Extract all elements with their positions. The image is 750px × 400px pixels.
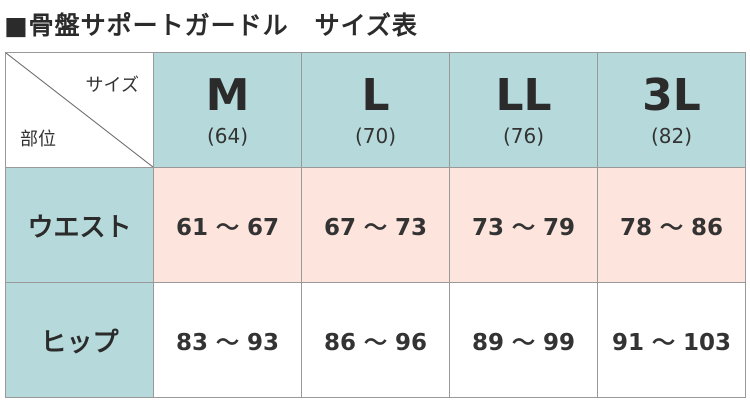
table-cell: 86 〜 96 — [301, 282, 450, 398]
table-row-waist: ウエスト 61 〜 67 67 〜 73 73 〜 79 78 〜 86 — [5, 167, 746, 283]
table-cell: 67 〜 73 — [301, 167, 450, 283]
size-header-ll: LL (76) — [449, 52, 598, 168]
corner-cell: サイズ 部位 — [5, 52, 154, 168]
size-code: (70) — [354, 124, 397, 148]
size-table: サイズ 部位 M (64) L (70) LL (76) 3L (82) ウエスト 61… — [5, 52, 746, 398]
size-name: LL — [495, 70, 552, 121]
page-title: ■骨盤サポートガードル サイズ表 — [4, 11, 418, 40]
part-label: 部位 — [20, 129, 56, 150]
size-code: (82) — [650, 124, 693, 148]
size-label: サイズ — [85, 75, 139, 96]
table-row-hip: ヒップ 83 〜 93 86 〜 96 89 〜 99 91 〜 103 — [5, 282, 746, 398]
table-cell: 73 〜 79 — [449, 167, 598, 283]
row-label: ヒップ — [5, 282, 154, 398]
size-header-m: M (64) — [153, 52, 302, 168]
header-row: サイズ 部位 M (64) L (70) LL (76) 3L (82) — [5, 52, 746, 168]
size-name: 3L — [642, 70, 701, 121]
size-name: M — [205, 70, 250, 121]
row-label: ウエスト — [5, 167, 154, 283]
table-cell: 91 〜 103 — [597, 282, 746, 398]
size-code: (64) — [206, 124, 249, 148]
diagonal-line — [6, 53, 153, 167]
size-header-l: L (70) — [301, 52, 450, 168]
table-cell: 83 〜 93 — [153, 282, 302, 398]
size-header-3l: 3L (82) — [597, 52, 746, 168]
table-cell: 89 〜 99 — [449, 282, 598, 398]
table-cell: 78 〜 86 — [597, 167, 746, 283]
size-name: L — [361, 70, 390, 121]
table-cell: 61 〜 67 — [153, 167, 302, 283]
size-code: (76) — [502, 124, 545, 148]
